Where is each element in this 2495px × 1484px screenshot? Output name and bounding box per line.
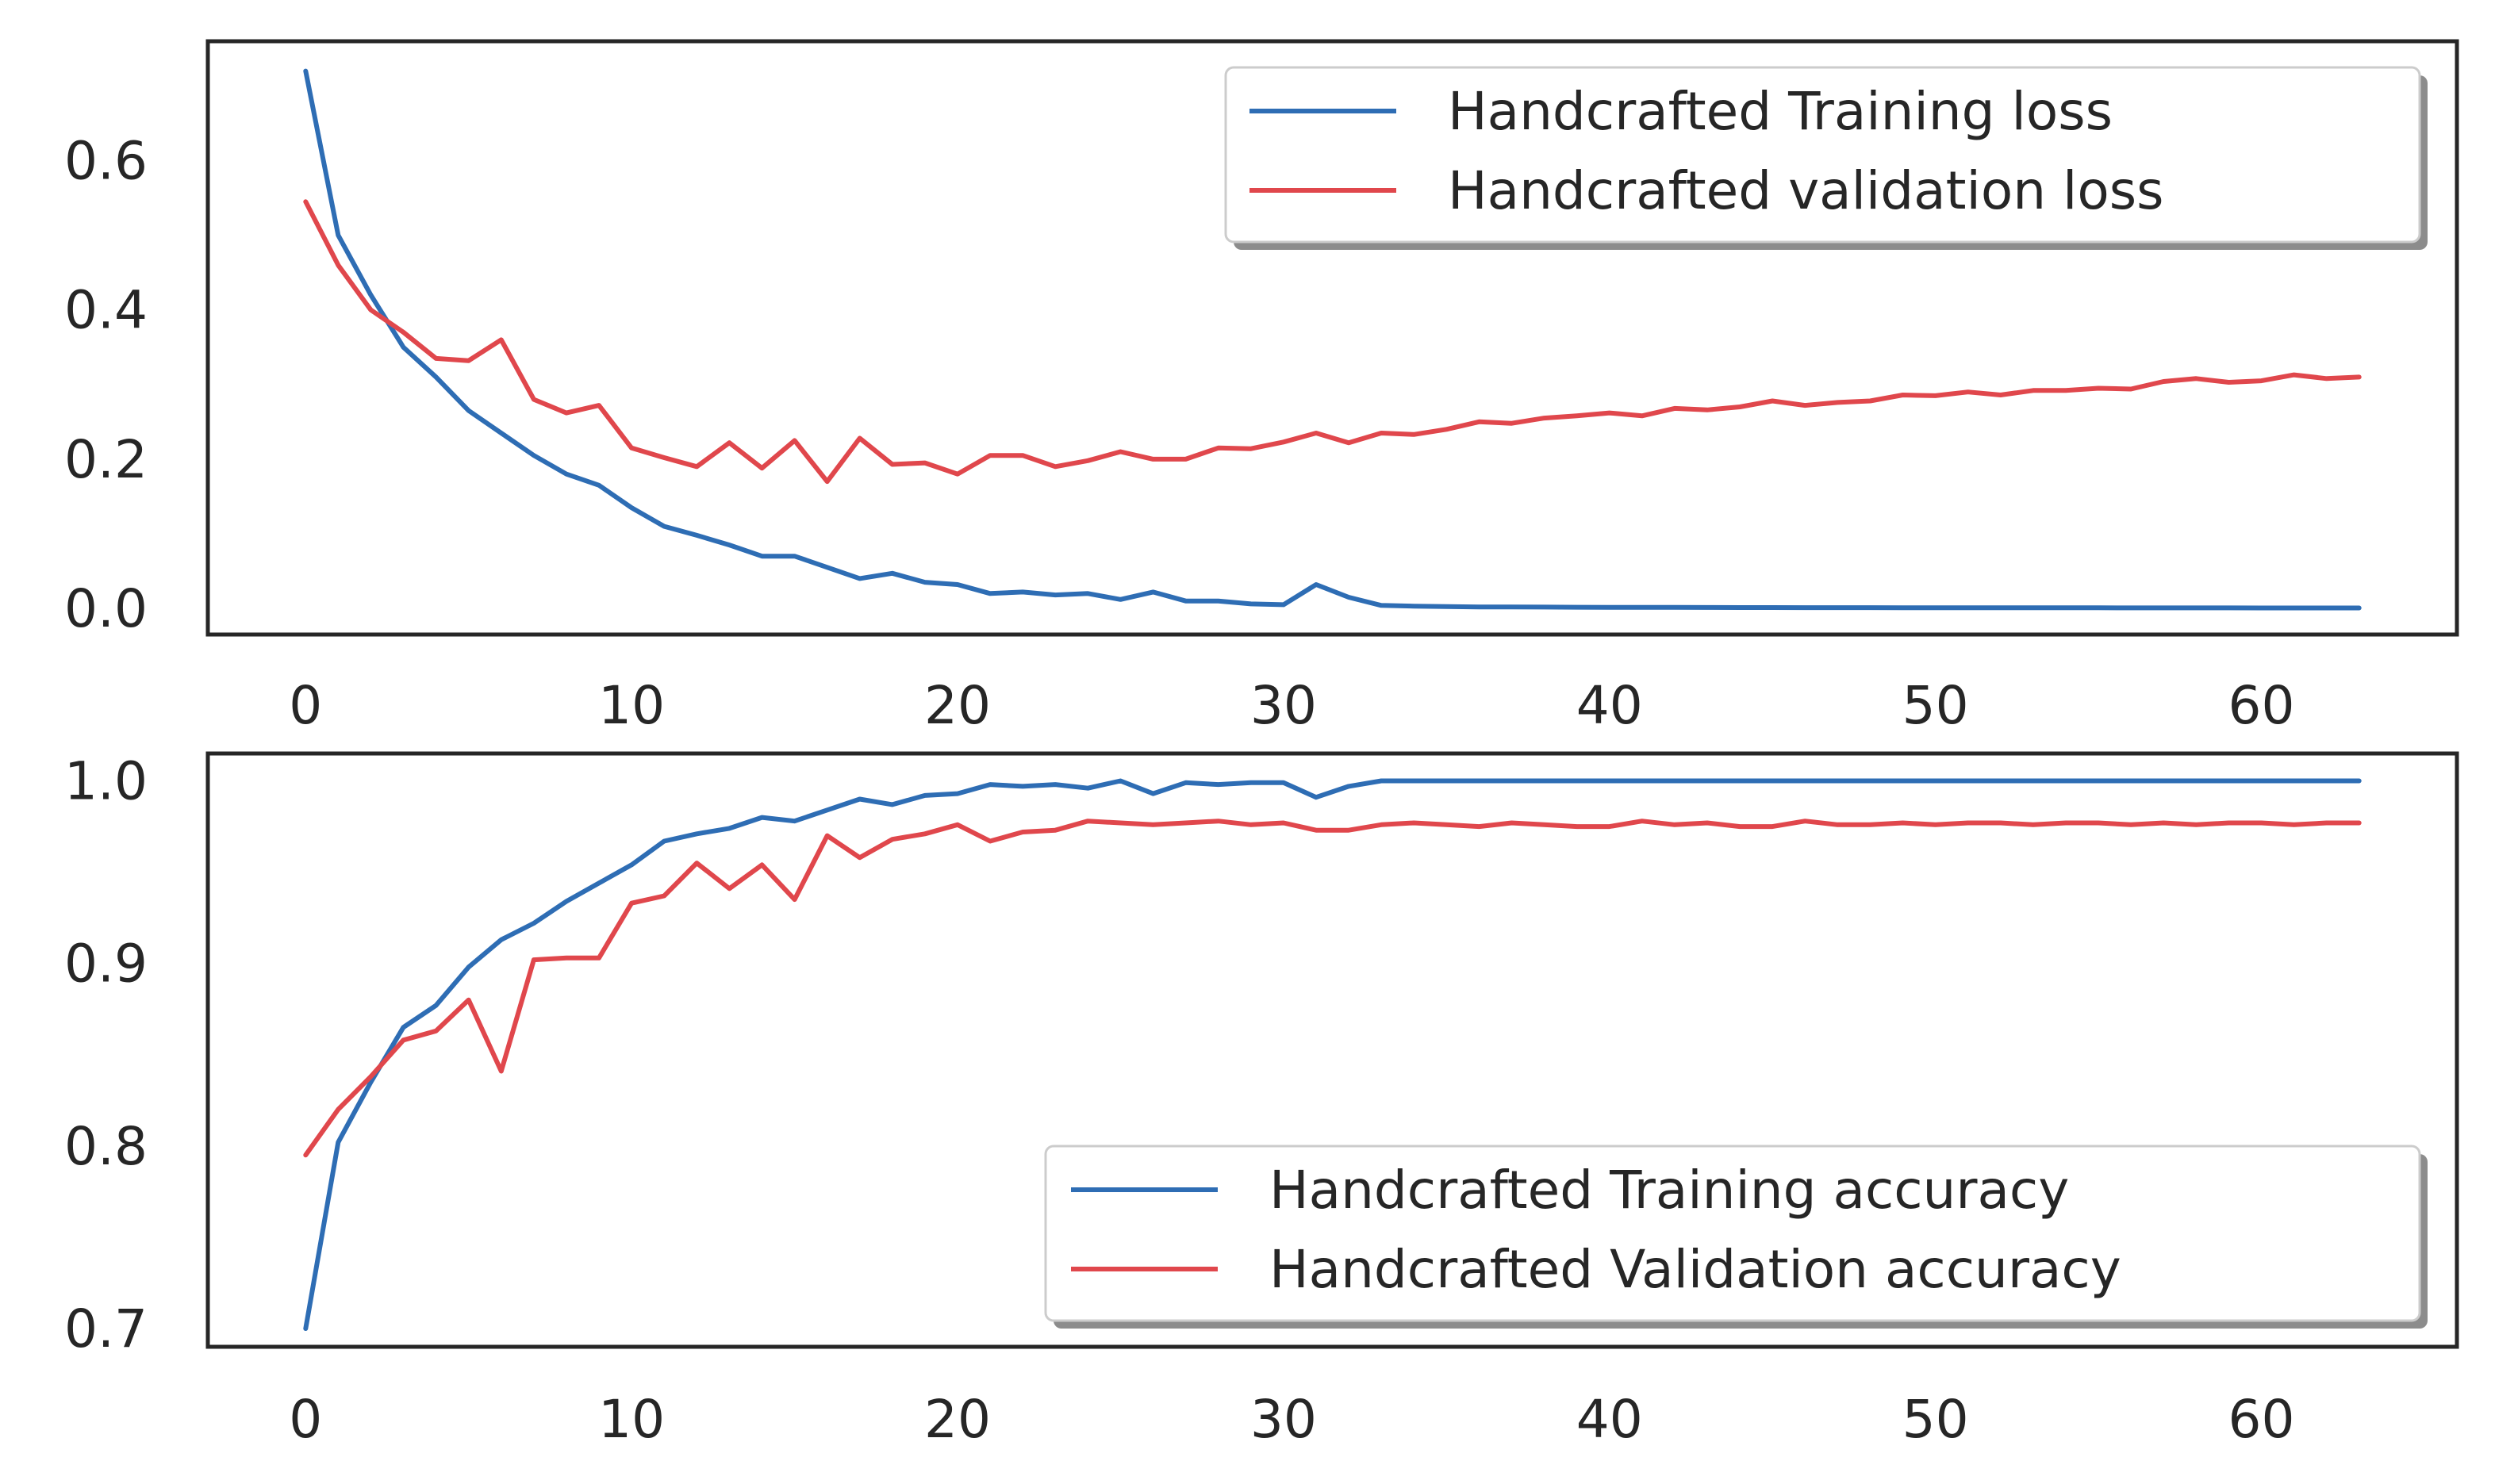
x-tick-label: 40 [1576, 1389, 1643, 1450]
legend: Handcrafted Training accuracy Handcrafted… [1044, 1145, 2428, 1329]
x-tick-label: 0 [289, 675, 322, 736]
x-tick-label: 10 [598, 675, 665, 736]
y-tick-label: 0.9 [64, 934, 148, 995]
x-tick-label: 60 [2228, 1389, 2295, 1450]
x-tick-label: 60 [2228, 675, 2295, 736]
loss-panel: 0 10 20 30 40 50 60 0.0 0.2 0.4 0.6 Handcrafted Tra… [64, 39, 2459, 736]
y-tick-label: 0.4 [64, 280, 148, 341]
x-tick-label: 30 [1250, 1389, 1317, 1450]
accuracy-panel: 0 10 20 30 40 50 60 0.7 0.8 0.9 1.0 Handcrafted Tra… [64, 751, 2459, 1450]
axes-frame [205, 39, 2459, 637]
legend-label-1: Handcrafted Validation accuracy [1269, 1239, 2121, 1300]
series-line-1 [303, 819, 2362, 1158]
y-tick-label: 0.8 [64, 1116, 148, 1177]
x-tick-label: 20 [924, 1389, 991, 1450]
legend-label-0: Handcrafted Training loss [1448, 81, 2113, 142]
series-line-1 [303, 199, 2362, 485]
legend-label-1: Handcrafted validation loss [1448, 160, 2164, 221]
x-tick-label: 0 [289, 1389, 322, 1450]
x-tick-label: 50 [1902, 675, 1969, 736]
legend-label-0: Handcrafted Training accuracy [1269, 1160, 2069, 1221]
y-tick-label: 0.0 [64, 578, 148, 639]
legend: Handcrafted Training loss Handcrafted val… [1224, 66, 2428, 250]
axes-frame [205, 751, 2459, 1349]
x-tick-label: 30 [1250, 675, 1317, 736]
y-tick-label: 0.6 [64, 131, 148, 192]
x-tick-label: 40 [1576, 675, 1643, 736]
legend-box [1044, 1145, 2421, 1322]
x-tick-label: 10 [598, 1389, 665, 1450]
legend-box [1224, 66, 2421, 243]
y-tick-label: 1.0 [64, 751, 148, 812]
y-tick-label: 0.2 [64, 429, 148, 490]
y-tick-label: 0.7 [64, 1298, 148, 1359]
series-line-0 [303, 68, 2362, 611]
series-line-0 [303, 778, 2362, 1331]
x-tick-label: 20 [924, 675, 991, 736]
x-tick-label: 50 [1902, 1389, 1969, 1450]
